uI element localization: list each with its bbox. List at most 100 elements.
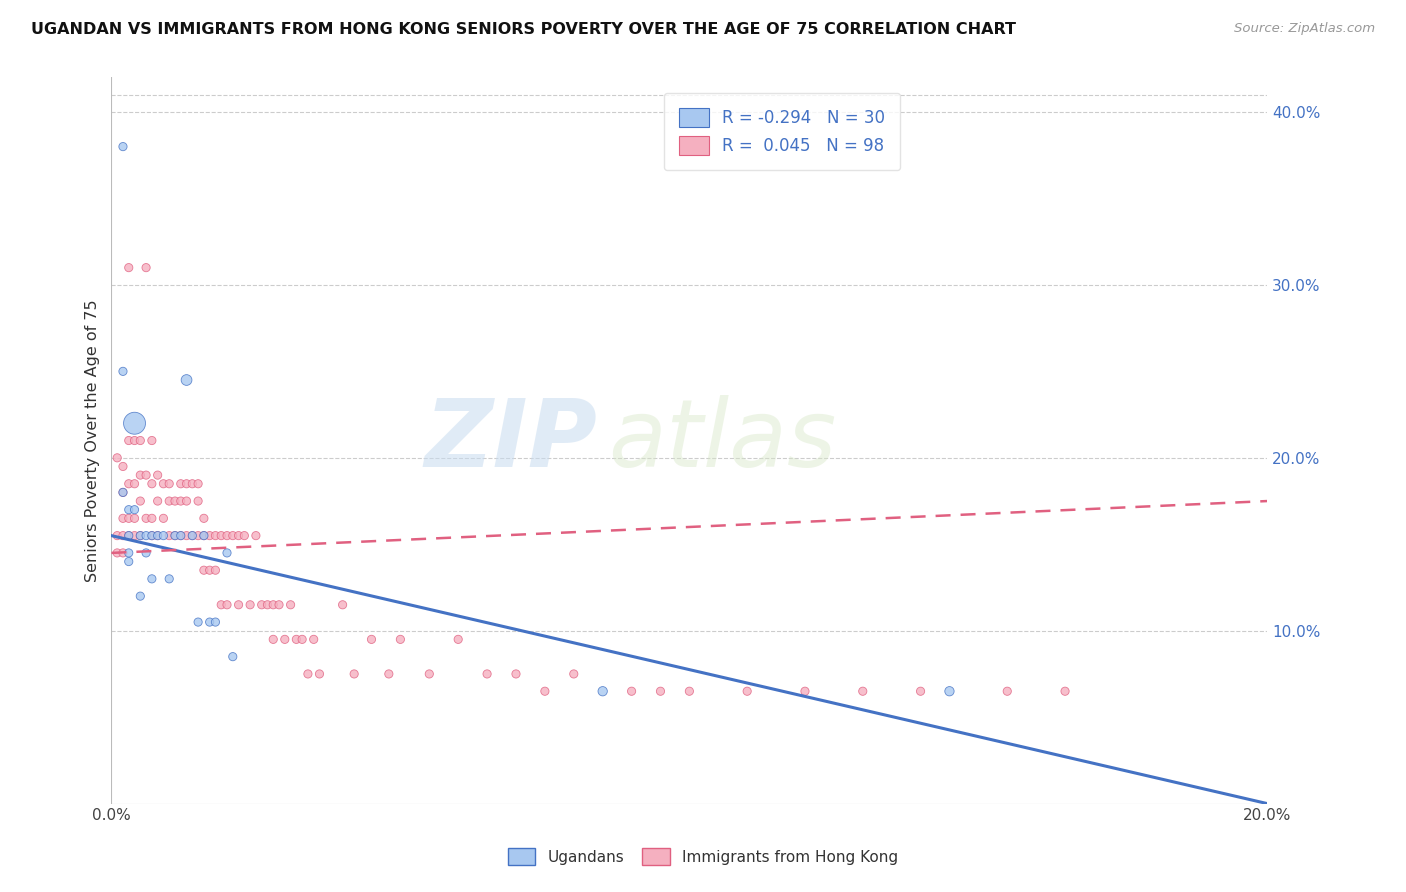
Point bbox=[129, 589, 152, 603]
Point bbox=[505, 667, 527, 681]
Point bbox=[187, 528, 209, 542]
Point bbox=[129, 528, 152, 542]
Point bbox=[735, 684, 758, 698]
Point bbox=[176, 373, 198, 387]
Point bbox=[209, 528, 232, 542]
Point bbox=[124, 476, 146, 491]
Text: atlas: atlas bbox=[609, 395, 837, 486]
Point bbox=[204, 563, 226, 577]
Point bbox=[141, 434, 163, 448]
Point bbox=[170, 494, 193, 508]
Point bbox=[198, 528, 221, 542]
Point bbox=[418, 667, 440, 681]
Point bbox=[163, 528, 186, 542]
Point bbox=[157, 572, 180, 586]
Point bbox=[124, 511, 146, 525]
Point bbox=[852, 684, 875, 698]
Point bbox=[118, 511, 141, 525]
Point bbox=[176, 494, 198, 508]
Point bbox=[176, 476, 198, 491]
Point bbox=[129, 468, 152, 483]
Point bbox=[141, 528, 163, 542]
Point bbox=[111, 546, 134, 560]
Point bbox=[938, 684, 960, 698]
Point bbox=[146, 494, 169, 508]
Point bbox=[124, 416, 146, 430]
Point bbox=[285, 632, 308, 647]
Point bbox=[209, 598, 232, 612]
Point bbox=[111, 511, 134, 525]
Point bbox=[245, 528, 267, 542]
Point bbox=[650, 684, 672, 698]
Point bbox=[193, 528, 215, 542]
Point bbox=[389, 632, 412, 647]
Point bbox=[124, 434, 146, 448]
Point bbox=[146, 468, 169, 483]
Point bbox=[157, 528, 180, 542]
Text: UGANDAN VS IMMIGRANTS FROM HONG KONG SENIORS POVERTY OVER THE AGE OF 75 CORRELAT: UGANDAN VS IMMIGRANTS FROM HONG KONG SEN… bbox=[31, 22, 1017, 37]
Point bbox=[163, 528, 186, 542]
Point bbox=[995, 684, 1018, 698]
Point bbox=[152, 511, 174, 525]
Point bbox=[228, 598, 250, 612]
Point bbox=[146, 528, 169, 542]
Point bbox=[176, 528, 198, 542]
Point bbox=[308, 667, 330, 681]
Point bbox=[181, 528, 204, 542]
Point bbox=[157, 494, 180, 508]
Point bbox=[135, 468, 157, 483]
Point bbox=[360, 632, 382, 647]
Y-axis label: Seniors Poverty Over the Age of 75: Seniors Poverty Over the Age of 75 bbox=[86, 299, 100, 582]
Text: Source: ZipAtlas.com: Source: ZipAtlas.com bbox=[1234, 22, 1375, 36]
Point bbox=[187, 494, 209, 508]
Text: ZIP: ZIP bbox=[425, 394, 598, 486]
Point bbox=[163, 494, 186, 508]
Point bbox=[332, 598, 354, 612]
Point bbox=[198, 615, 221, 629]
Point bbox=[181, 476, 204, 491]
Point bbox=[141, 511, 163, 525]
Point bbox=[297, 667, 319, 681]
Point bbox=[910, 684, 932, 698]
Point bbox=[146, 528, 169, 542]
Point bbox=[105, 546, 128, 560]
Point bbox=[620, 684, 643, 698]
Point bbox=[129, 494, 152, 508]
Point bbox=[534, 684, 557, 698]
Point bbox=[181, 528, 204, 542]
Point bbox=[141, 476, 163, 491]
Point bbox=[215, 528, 238, 542]
Point bbox=[228, 528, 250, 542]
Point bbox=[233, 528, 256, 542]
Point bbox=[170, 528, 193, 542]
Point bbox=[135, 546, 157, 560]
Point bbox=[193, 563, 215, 577]
Point bbox=[105, 450, 128, 465]
Point bbox=[111, 485, 134, 500]
Point bbox=[118, 476, 141, 491]
Point bbox=[475, 667, 498, 681]
Point bbox=[222, 649, 245, 664]
Point bbox=[187, 476, 209, 491]
Point bbox=[302, 632, 325, 647]
Point bbox=[152, 528, 174, 542]
Point bbox=[111, 364, 134, 378]
Point bbox=[222, 528, 245, 542]
Point bbox=[678, 684, 700, 698]
Point bbox=[170, 476, 193, 491]
Point bbox=[129, 528, 152, 542]
Point bbox=[141, 572, 163, 586]
Point bbox=[198, 563, 221, 577]
Point bbox=[193, 511, 215, 525]
Point bbox=[262, 632, 284, 647]
Point bbox=[256, 598, 278, 612]
Point bbox=[118, 555, 141, 569]
Point bbox=[204, 615, 226, 629]
Point bbox=[239, 598, 262, 612]
Point bbox=[215, 598, 238, 612]
Point bbox=[118, 528, 141, 542]
Point bbox=[135, 511, 157, 525]
Point bbox=[267, 598, 290, 612]
Point bbox=[141, 528, 163, 542]
Point bbox=[157, 476, 180, 491]
